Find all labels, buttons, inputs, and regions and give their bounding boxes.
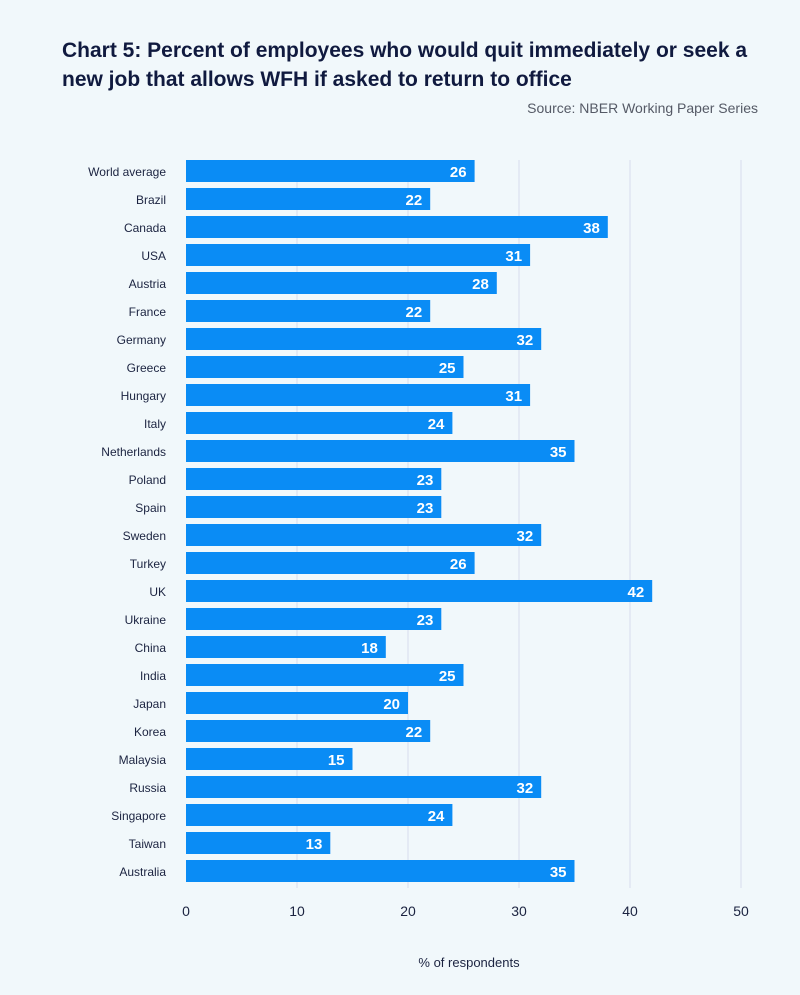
value-label: 35	[550, 444, 567, 461]
category-labels: World average Brazil Canada USA Austria Franc…	[88, 165, 166, 879]
bar-uk	[186, 580, 653, 602]
bar-greece	[186, 356, 464, 378]
bar-germany	[186, 328, 542, 350]
category-label: Italy	[144, 417, 166, 431]
category-label: Hungary	[121, 389, 166, 403]
value-label: 23	[417, 500, 434, 517]
category-label: Netherlands	[101, 445, 166, 459]
bar-korea	[186, 720, 431, 742]
value-label: 31	[505, 388, 522, 405]
bar-ukraine	[186, 608, 442, 630]
category-label: UK	[149, 585, 166, 599]
category-label: Malaysia	[119, 753, 167, 767]
value-label: 26	[450, 164, 467, 181]
category-label: Taiwan	[129, 837, 166, 851]
x-tick-label: 30	[511, 903, 527, 919]
bar-india	[186, 664, 464, 686]
x-tick-label: 10	[289, 903, 305, 919]
bar-taiwan	[186, 832, 331, 854]
value-label: 38	[583, 220, 600, 237]
value-label: 22	[406, 192, 423, 209]
value-label: 26	[450, 556, 467, 573]
category-label: Poland	[129, 473, 166, 487]
value-label: 42	[628, 584, 645, 601]
category-label: Russia	[129, 781, 166, 795]
bar-hungary	[186, 384, 531, 406]
category-label: Germany	[117, 333, 166, 347]
bar-canada	[186, 216, 608, 238]
value-label: 25	[439, 360, 456, 377]
value-label: 31	[505, 248, 522, 265]
bar-russia	[186, 776, 542, 798]
bar-turkey	[186, 552, 475, 574]
value-labels: 26 22 38 31 28 22 32 25 31 24 35 23 23 32 26 42 23 18 25 20…	[306, 164, 645, 881]
category-label: Spain	[135, 501, 166, 515]
category-label: Brazil	[136, 193, 166, 207]
category-label: Ukraine	[125, 613, 167, 627]
value-label: 24	[428, 416, 445, 433]
value-label: 32	[517, 332, 534, 349]
category-label: Canada	[124, 221, 166, 235]
x-axis-label: % of respondents	[418, 955, 520, 970]
bar-france	[186, 300, 431, 322]
value-label: 23	[417, 472, 434, 489]
bar-singapore	[186, 804, 453, 826]
x-tick-label: 40	[622, 903, 638, 919]
category-label: India	[140, 669, 166, 683]
chart-source: Source: NBER Working Paper Series	[527, 100, 758, 116]
bar-world-average	[186, 160, 475, 182]
value-label: 28	[472, 276, 489, 293]
bars	[186, 160, 653, 882]
category-label: France	[129, 305, 167, 319]
value-label: 24	[428, 808, 445, 825]
bar-poland	[186, 468, 442, 490]
bar-sweden	[186, 524, 542, 546]
bar-spain	[186, 496, 442, 518]
x-tick-label: 0	[182, 903, 190, 919]
value-label: 18	[361, 640, 378, 657]
category-label: Korea	[134, 725, 166, 739]
bar-australia	[186, 860, 575, 882]
category-label: USA	[141, 249, 166, 263]
bar-japan	[186, 692, 408, 714]
bar-brazil	[186, 188, 431, 210]
category-label: Australia	[119, 865, 166, 879]
category-label: World average	[88, 165, 166, 179]
value-label: 35	[550, 864, 567, 881]
bar-malaysia	[186, 748, 353, 770]
bar-austria	[186, 272, 497, 294]
value-label: 15	[328, 752, 345, 769]
category-label: Greece	[127, 361, 167, 375]
value-label: 32	[517, 780, 534, 797]
chart-title: Chart 5: Percent of employees who would …	[62, 39, 748, 91]
value-label: 13	[306, 836, 323, 853]
x-tick-label: 50	[733, 903, 749, 919]
category-label: Japan	[133, 697, 166, 711]
value-label: 23	[417, 612, 434, 629]
bar-netherlands	[186, 440, 575, 462]
value-label: 32	[517, 528, 534, 545]
category-label: Sweden	[123, 529, 166, 543]
x-tick-label: 20	[400, 903, 416, 919]
x-axis-ticks: 0 10 20 30 40 50	[182, 903, 749, 919]
value-label: 22	[406, 724, 423, 741]
category-label: Austria	[129, 277, 167, 291]
value-label: 20	[383, 696, 400, 713]
bar-usa	[186, 244, 531, 266]
category-label: China	[135, 641, 167, 655]
value-label: 25	[439, 668, 456, 685]
bar-china	[186, 636, 386, 658]
category-label: Singapore	[111, 809, 166, 823]
category-label: Turkey	[130, 557, 166, 571]
bar-italy	[186, 412, 453, 434]
value-label: 22	[406, 304, 423, 321]
